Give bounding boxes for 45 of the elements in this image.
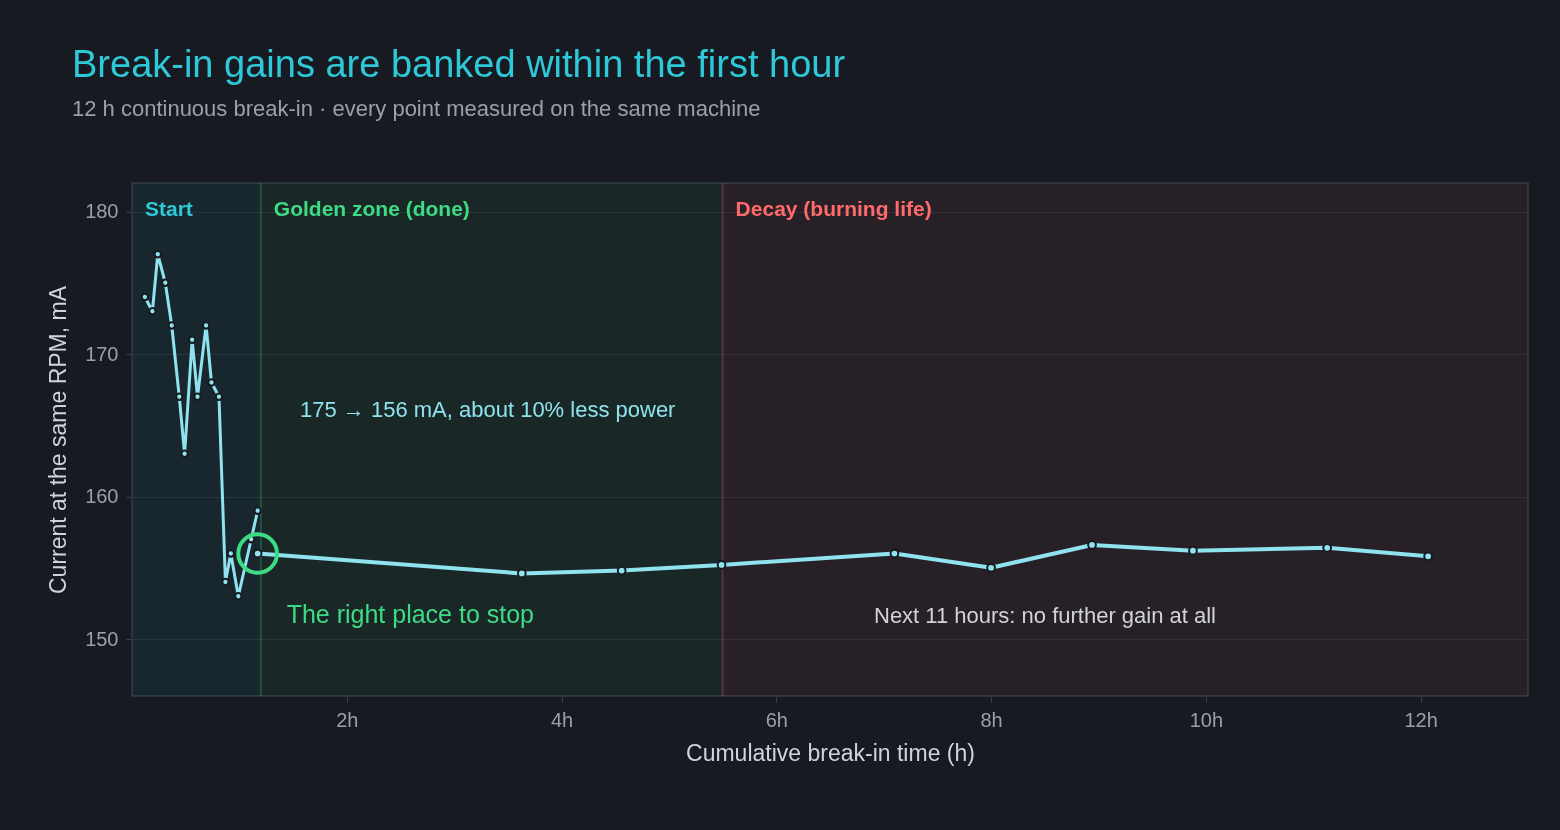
point	[1087, 540, 1097, 550]
point	[148, 307, 157, 316]
y-tick-label: 170	[85, 342, 119, 365]
band-label: Golden zone (done)	[273, 197, 470, 220]
point	[193, 392, 202, 401]
point	[214, 392, 224, 401]
chart-subtitle: 12 h continuous break-in · every point measured on the same machine	[72, 96, 761, 121]
annotation: 175 → 156 mA, about 10% less power	[300, 397, 676, 422]
x-tick-label: 10h	[1189, 708, 1224, 731]
x-tick-label: 12h	[1404, 708, 1438, 731]
y-tick-label: 150	[85, 627, 119, 650]
y-tick-label: 160	[85, 485, 119, 507]
x-axis-title: Cumulative break-in time (h)	[686, 739, 975, 766]
point	[140, 292, 150, 302]
point	[616, 565, 627, 576]
point	[175, 392, 184, 401]
point	[986, 562, 996, 573]
point	[207, 378, 216, 387]
point	[1423, 551, 1434, 562]
x-tick-label: 2h	[336, 708, 359, 731]
point	[253, 506, 262, 515]
annotation: Next 11 hours: no further gain at all	[874, 603, 1217, 628]
point	[161, 278, 170, 287]
y-tick-label: 180	[85, 200, 119, 222]
point	[201, 321, 211, 330]
y-axis-title: Current at the same RPM, mA	[45, 285, 72, 595]
point	[1188, 545, 1198, 556]
point	[716, 560, 727, 570]
point	[516, 568, 527, 579]
point	[1322, 542, 1333, 553]
point	[167, 321, 176, 330]
x-tick-label: 8h	[980, 708, 1003, 731]
point	[234, 592, 243, 601]
x-tick-label: 4h	[550, 708, 574, 731]
point	[180, 449, 189, 458]
band-label: Start	[145, 197, 193, 220]
point	[221, 577, 230, 587]
point	[153, 250, 162, 259]
chart-title: Break-in gains are banked within the first hour	[72, 43, 846, 85]
x-tick-label: 6h	[765, 708, 788, 731]
band-label: Decay (burning life)	[735, 197, 932, 220]
point	[226, 549, 235, 558]
point	[187, 335, 197, 344]
point	[889, 548, 900, 559]
annotation: The right place to stop	[286, 599, 535, 628]
